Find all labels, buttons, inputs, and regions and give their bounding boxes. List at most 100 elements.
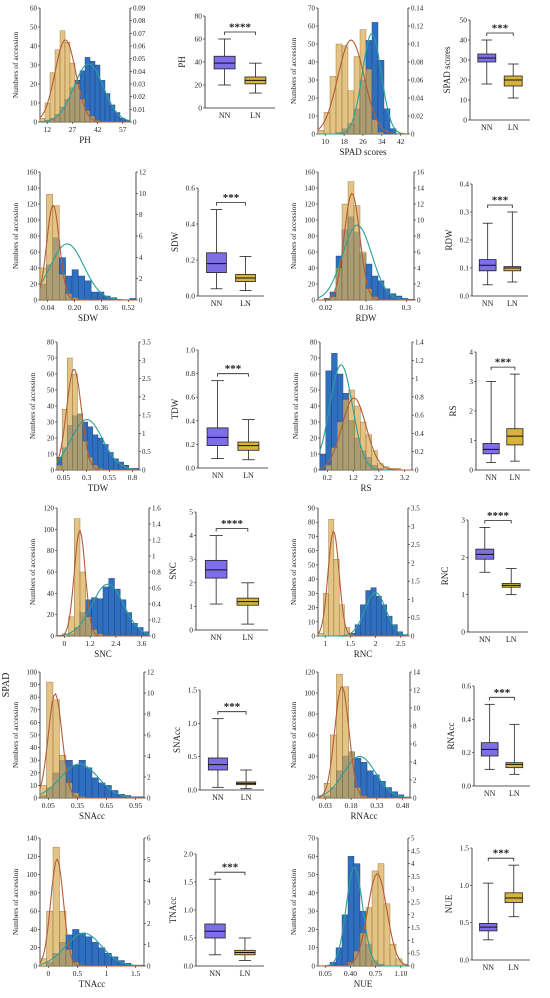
box-y-tick-label: 1 [469,436,473,445]
y2-tick-label: 2 [413,777,417,785]
significance-bracket [490,366,516,371]
box-category-label: LN [508,123,519,132]
y2-tick-label: 2.5 [142,375,151,383]
nn-fit-curve [317,224,415,301]
ln-histogram-bar [74,518,81,637]
y2-tick-label: 1 [147,941,151,949]
box-y-tick-label: 0.5 [460,918,470,927]
y-tick-label: 20 [30,281,38,289]
x-tick-label: 0.8 [128,473,138,482]
y-tick-label: 100 [305,217,316,225]
y2-tick-label: 3 [411,886,415,894]
x-tick-label: 42 [94,125,102,134]
box-y-tick-label: 1.5 [184,878,194,887]
nn-histogram-bar [347,856,355,967]
y-tick-label: 80 [47,339,55,347]
x-tick-label: 0.02 [319,303,332,312]
box-y-tick-label: 1.0 [188,719,198,728]
y-axis-title: Numbers of accession [289,38,298,104]
box-y-tick-label: 0.0 [186,292,196,301]
y-tick-label: 60 [47,569,55,577]
x-tick-label: 0.05 [319,969,332,978]
box-y-axis-title: PH [177,56,187,68]
x-axis-title: SDW [78,313,99,323]
y2-tick-label: 1 [415,375,419,383]
x-axis-title: TNAcc [79,979,106,989]
box-y-tick-label: 40 [195,58,203,67]
y2-tick-label: 14 [417,185,425,193]
box-y-tick-label: 1 [189,602,193,611]
y-tick-label: 0 [312,131,316,139]
ln-histogram-bar [377,131,385,135]
box-category-label: NN [482,299,494,308]
y-tick-label: 60 [47,371,55,379]
y-tick-label: 50 [308,871,316,879]
box-category-label: LN [508,963,519,972]
y-tick-label: 160 [27,169,38,177]
ln-histogram-bar [59,274,66,301]
x-tick-label: 27 [69,125,77,134]
x-tick-label: 0.3 [402,303,412,312]
nn-histogram-bar [78,932,86,967]
box-y-tick-label: 2 [189,578,193,587]
ln-histogram-bar [342,399,349,471]
ln-histogram-bar [52,699,60,799]
y-tick-label: 30 [30,757,38,765]
x-axis-title: TDW [88,483,109,493]
y2-tick-label: 8 [139,211,143,219]
y-tick-label: 30 [47,419,55,427]
nn-box [204,559,228,579]
y-tick-label: 20 [30,944,38,952]
y-tick-label: 0 [312,963,316,971]
box-y-tick-label: 0.0 [184,962,194,971]
y-tick-label: 0 [34,795,38,803]
y-tick-label: 50 [308,561,316,569]
box-category-label: LN [243,471,254,480]
x-tick-label: 0.52 [122,303,135,312]
y2-tick-label: 1.2 [152,537,161,545]
y2-tick-label: 4 [139,254,143,262]
ln-histogram-bar [335,43,343,135]
x-tick-label: 0.16 [359,303,372,312]
y-tick-label: 60 [30,249,38,257]
x-tick-label: 0.40 [344,969,357,978]
y-tick-label: 60 [308,732,316,740]
x-tick-label: 1.5 [131,969,141,978]
ln-histogram-bar [359,932,367,967]
box-y-tick-label: 1.0 [186,346,196,355]
box-category-label: NN [482,963,494,972]
y-tick-label: 60 [308,853,316,861]
y2-tick-label: 0.6 [415,412,424,420]
significance-stars: *** [225,363,242,375]
y2-tick-label: 12 [147,669,155,677]
y-tick-label: 30 [308,908,316,916]
box-y-tick-label: 0.8 [186,369,196,378]
nn-histogram-bar [125,612,132,637]
box-y-tick-label: 50 [460,16,468,25]
box-category-label: LN [240,299,251,308]
box-category-label: NN [485,473,497,482]
y2-tick-label: 1 [142,430,146,438]
nn-histogram-bar [341,914,349,967]
ln-histogram-bar [44,102,51,123]
y2-tick-label: 2 [139,275,143,283]
box-y-axis-title: RNAcc [446,723,456,750]
x-axis-title: RNAcc [351,811,378,821]
y2-tick-label: 0.02 [411,113,424,121]
y2-tick-label: 0.2 [152,617,161,625]
ln-fit-curve [39,204,136,301]
nn-histogram-bar [385,787,392,799]
y2-tick-label: 0.1 [411,41,420,49]
y2-tick-label: 2 [147,774,151,782]
y2-tick-label: 1.4 [415,339,424,347]
y-tick-label: 40 [30,43,38,51]
box-category-label: LN [506,635,517,644]
y-tick-label: 10 [308,618,316,626]
y-tick-label: 20 [308,774,316,782]
y2-tick-label: 0 [411,633,415,641]
nn-histogram-bar [366,770,374,799]
ln-fit-curve [318,873,409,967]
y2-tick-label: 10 [139,190,147,198]
y2-tick-label: 0 [147,795,151,803]
